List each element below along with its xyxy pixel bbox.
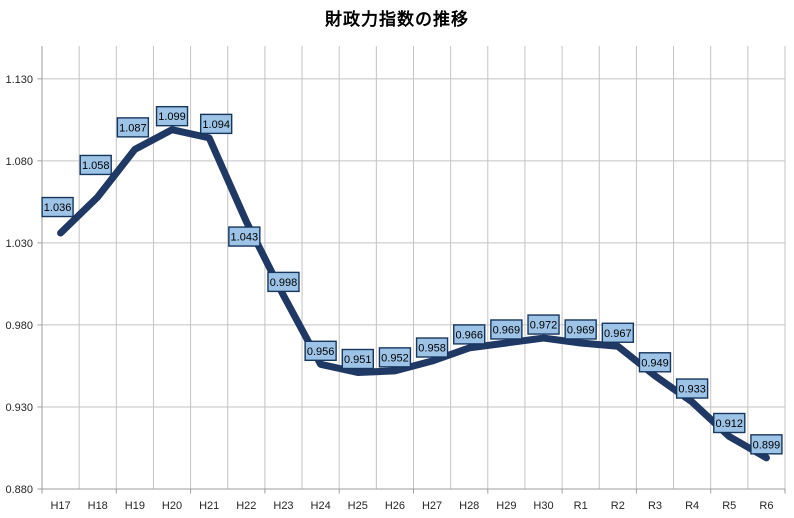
data-label-box bbox=[41, 196, 74, 218]
data-label-value: 0.966 bbox=[455, 329, 483, 341]
x-axis-category-label: H21 bbox=[199, 500, 219, 512]
data-label-value: 0.958 bbox=[418, 343, 446, 355]
data-label-box bbox=[267, 271, 300, 293]
data-label-value: 0.951 bbox=[344, 354, 372, 366]
x-axis-category-label: H25 bbox=[348, 500, 368, 512]
data-label-value: 0.952 bbox=[381, 352, 409, 364]
x-axis-category-label: H20 bbox=[162, 500, 182, 512]
data-label-value: 0.912 bbox=[716, 418, 744, 430]
y-axis-tick-label: 1.080 bbox=[5, 156, 33, 168]
data-label-value: 0.969 bbox=[493, 324, 521, 336]
data-label-box bbox=[713, 412, 746, 434]
data-label-box bbox=[564, 319, 597, 340]
data-label-box bbox=[116, 117, 150, 138]
x-axis-category-label: H26 bbox=[385, 500, 405, 512]
data-label-box bbox=[638, 352, 672, 373]
data-label-value: 0.998 bbox=[270, 277, 298, 289]
x-axis-category-label: H29 bbox=[496, 500, 516, 512]
data-label-value: 0.949 bbox=[641, 357, 669, 369]
x-axis-category-label: H28 bbox=[459, 500, 479, 512]
data-label-value: 1.087 bbox=[119, 122, 147, 134]
x-axis-category-label: H22 bbox=[236, 500, 256, 512]
x-axis-category-label: R1 bbox=[574, 500, 588, 512]
data-label-value: 1.043 bbox=[231, 232, 259, 244]
y-axis-tick-label: 1.130 bbox=[5, 74, 33, 86]
data-label-box bbox=[453, 324, 486, 345]
x-axis-category-label: R2 bbox=[611, 500, 625, 512]
data-label-value: 0.967 bbox=[604, 328, 632, 340]
x-axis-category-label: H30 bbox=[533, 500, 553, 512]
data-label-box bbox=[79, 154, 112, 176]
data-label-box bbox=[675, 378, 709, 399]
y-axis-tick-label: 1.030 bbox=[5, 238, 33, 250]
data-label-value: 0.899 bbox=[753, 439, 781, 451]
x-axis-category-label: H18 bbox=[88, 500, 108, 512]
chart-title: 財政力指数の推移 bbox=[325, 10, 469, 29]
data-label-box bbox=[228, 226, 261, 247]
x-axis-category-label: R5 bbox=[722, 500, 736, 512]
data-label-value: 1.099 bbox=[158, 111, 186, 123]
data-label-value: 0.972 bbox=[530, 320, 558, 332]
data-label-value: 1.094 bbox=[202, 119, 230, 131]
data-label-box bbox=[341, 348, 374, 370]
y-axis-tick-label: 0.980 bbox=[5, 320, 33, 332]
x-axis-category-label: H24 bbox=[311, 500, 331, 512]
x-axis-category-label: R3 bbox=[648, 500, 662, 512]
data-label-box bbox=[378, 347, 412, 368]
x-axis-category-label: H17 bbox=[50, 500, 70, 512]
data-label-value: 0.933 bbox=[678, 384, 706, 396]
y-axis-tick-label: 0.880 bbox=[5, 484, 33, 496]
x-axis-category-label: H27 bbox=[422, 500, 442, 512]
data-label-value: 0.969 bbox=[567, 324, 595, 336]
data-label-box bbox=[601, 322, 635, 343]
data-label-box bbox=[490, 319, 523, 340]
y-axis-tick-label: 0.930 bbox=[5, 402, 33, 414]
data-label-value: 0.956 bbox=[307, 346, 335, 358]
data-label-box bbox=[415, 337, 449, 358]
data-label-value: 1.036 bbox=[44, 202, 72, 214]
data-label-box bbox=[750, 434, 783, 455]
x-axis-category-label: H19 bbox=[125, 500, 145, 512]
x-axis-category-label: R4 bbox=[685, 500, 699, 512]
data-label-box bbox=[304, 340, 337, 362]
data-label-box bbox=[527, 314, 560, 335]
x-axis-category-label: R6 bbox=[759, 500, 773, 512]
x-axis-category-label: H23 bbox=[273, 500, 293, 512]
data-label-box bbox=[155, 105, 189, 127]
data-label-box bbox=[199, 113, 233, 135]
data-label-value: 1.058 bbox=[82, 160, 110, 172]
